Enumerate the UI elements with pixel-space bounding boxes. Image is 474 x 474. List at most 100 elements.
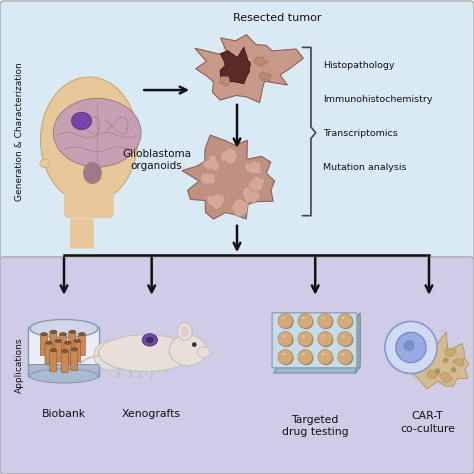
Circle shape bbox=[298, 350, 313, 365]
Ellipse shape bbox=[79, 333, 85, 336]
Ellipse shape bbox=[30, 369, 98, 383]
Circle shape bbox=[443, 357, 448, 363]
Ellipse shape bbox=[60, 333, 66, 336]
FancyBboxPatch shape bbox=[70, 219, 94, 248]
Polygon shape bbox=[195, 35, 303, 102]
Polygon shape bbox=[405, 332, 469, 389]
Ellipse shape bbox=[169, 335, 206, 366]
Ellipse shape bbox=[51, 348, 57, 352]
Polygon shape bbox=[201, 173, 216, 184]
FancyBboxPatch shape bbox=[40, 334, 47, 356]
FancyBboxPatch shape bbox=[0, 1, 474, 262]
Polygon shape bbox=[427, 370, 439, 379]
Text: Histopathology: Histopathology bbox=[323, 61, 395, 70]
Text: Targeted
drug testing: Targeted drug testing bbox=[282, 415, 348, 437]
Ellipse shape bbox=[94, 341, 127, 370]
Polygon shape bbox=[207, 194, 225, 210]
Circle shape bbox=[318, 332, 333, 346]
Circle shape bbox=[279, 315, 294, 329]
Circle shape bbox=[279, 351, 294, 365]
Polygon shape bbox=[202, 155, 220, 171]
Ellipse shape bbox=[282, 317, 285, 319]
FancyBboxPatch shape bbox=[45, 342, 52, 364]
Ellipse shape bbox=[53, 99, 141, 167]
Circle shape bbox=[338, 332, 353, 346]
Polygon shape bbox=[440, 372, 453, 383]
FancyBboxPatch shape bbox=[29, 365, 99, 377]
Ellipse shape bbox=[83, 162, 101, 184]
Ellipse shape bbox=[341, 335, 345, 337]
Text: Xenografts: Xenografts bbox=[121, 409, 180, 419]
Polygon shape bbox=[247, 175, 265, 192]
FancyBboxPatch shape bbox=[73, 340, 81, 362]
Ellipse shape bbox=[302, 335, 305, 337]
Ellipse shape bbox=[40, 159, 50, 168]
Ellipse shape bbox=[74, 339, 81, 342]
Ellipse shape bbox=[30, 319, 98, 337]
Ellipse shape bbox=[341, 353, 345, 355]
Circle shape bbox=[298, 332, 313, 346]
FancyBboxPatch shape bbox=[272, 313, 357, 368]
Ellipse shape bbox=[64, 341, 71, 344]
Circle shape bbox=[338, 333, 353, 347]
FancyBboxPatch shape bbox=[28, 327, 100, 377]
Polygon shape bbox=[220, 47, 250, 84]
Circle shape bbox=[451, 367, 456, 373]
Ellipse shape bbox=[146, 337, 153, 342]
Circle shape bbox=[338, 314, 353, 328]
Text: CAR-T
co-culture: CAR-T co-culture bbox=[400, 411, 455, 434]
Circle shape bbox=[338, 315, 353, 329]
Ellipse shape bbox=[51, 330, 57, 334]
Circle shape bbox=[299, 333, 313, 347]
FancyBboxPatch shape bbox=[64, 342, 71, 364]
Circle shape bbox=[278, 332, 293, 346]
FancyBboxPatch shape bbox=[64, 178, 114, 218]
Polygon shape bbox=[220, 147, 237, 165]
FancyBboxPatch shape bbox=[50, 331, 57, 353]
Ellipse shape bbox=[341, 317, 345, 319]
Ellipse shape bbox=[46, 341, 52, 344]
Ellipse shape bbox=[72, 112, 91, 129]
FancyBboxPatch shape bbox=[69, 331, 76, 353]
Ellipse shape bbox=[71, 347, 78, 351]
Ellipse shape bbox=[282, 353, 285, 355]
Ellipse shape bbox=[282, 335, 285, 337]
FancyBboxPatch shape bbox=[50, 350, 57, 372]
Ellipse shape bbox=[178, 322, 192, 340]
Text: Resected tumor: Resected tumor bbox=[233, 13, 321, 23]
Ellipse shape bbox=[142, 334, 157, 346]
Circle shape bbox=[435, 368, 440, 374]
Text: Transcriptomics: Transcriptomics bbox=[323, 129, 398, 138]
Circle shape bbox=[318, 350, 333, 365]
Polygon shape bbox=[245, 160, 263, 174]
Circle shape bbox=[338, 350, 353, 365]
Ellipse shape bbox=[302, 353, 305, 355]
Ellipse shape bbox=[41, 77, 137, 203]
Polygon shape bbox=[229, 198, 249, 217]
Ellipse shape bbox=[321, 317, 325, 319]
Text: Biobank: Biobank bbox=[42, 409, 86, 419]
Circle shape bbox=[298, 314, 313, 328]
Ellipse shape bbox=[99, 335, 193, 372]
FancyBboxPatch shape bbox=[59, 334, 66, 356]
Text: Mutation analysis: Mutation analysis bbox=[323, 164, 407, 172]
Text: Glioblastoma
organoids: Glioblastoma organoids bbox=[122, 149, 191, 171]
Circle shape bbox=[385, 321, 437, 374]
Circle shape bbox=[319, 333, 333, 347]
Circle shape bbox=[278, 314, 293, 328]
Circle shape bbox=[299, 315, 313, 329]
FancyBboxPatch shape bbox=[78, 334, 85, 356]
Polygon shape bbox=[219, 76, 229, 87]
Polygon shape bbox=[259, 73, 272, 81]
Ellipse shape bbox=[69, 330, 76, 334]
Ellipse shape bbox=[62, 349, 68, 353]
Circle shape bbox=[192, 342, 197, 347]
FancyBboxPatch shape bbox=[55, 340, 62, 362]
Circle shape bbox=[338, 351, 353, 365]
Ellipse shape bbox=[302, 317, 305, 319]
Polygon shape bbox=[253, 57, 268, 66]
Polygon shape bbox=[445, 348, 456, 356]
Circle shape bbox=[279, 333, 294, 347]
Circle shape bbox=[318, 314, 333, 328]
Polygon shape bbox=[182, 135, 274, 219]
